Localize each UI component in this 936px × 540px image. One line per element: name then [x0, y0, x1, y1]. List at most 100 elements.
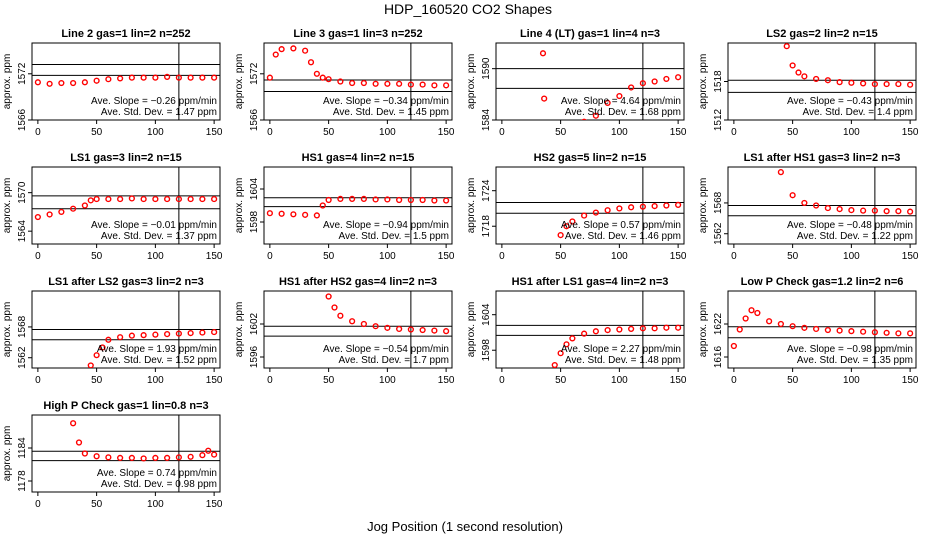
data-point: [783, 43, 790, 50]
chart-panel: High P Check gas=1 lin=0.8 n=3 0 50 100 150 1…: [2, 400, 223, 510]
y-axis-label: approx. ppm: [2, 178, 13, 234]
x-tick-label: 0: [499, 375, 505, 386]
data-point: [777, 169, 784, 176]
data-point: [407, 196, 414, 204]
data-point: [824, 77, 831, 84]
x-tick-label: 50: [787, 127, 799, 138]
data-point: [349, 318, 356, 325]
data-point: [563, 223, 570, 230]
data-point: [349, 195, 356, 203]
data-point: [152, 195, 159, 203]
x-tick-label: 50: [91, 499, 103, 510]
panel-title: LS1 gas=3 lin=2 n=15: [70, 152, 182, 164]
data-point: [407, 81, 414, 88]
data-point: [211, 451, 218, 458]
stddev-annotation: Ave. Std. Dev. = 1.47 ppm: [101, 107, 217, 118]
panel-title: Line 3 gas=1 lin=3 n=252: [293, 28, 422, 40]
y-tick-label: 1184: [17, 437, 28, 459]
data-point: [175, 454, 182, 461]
x-tick-label: 100: [611, 375, 628, 386]
data-point: [431, 197, 438, 204]
figure-title: HDP_160520 CO2 Shapes: [384, 1, 552, 17]
data-series: [783, 43, 914, 88]
data-point: [164, 73, 171, 80]
slope-annotation: Ave. Slope = 2.27 ppm/min: [561, 344, 681, 355]
chart-panel: LS1 gas=3 lin=2 n=15 0 50 100 150 1564 1570 app…: [2, 152, 223, 262]
x-tick-label: 150: [902, 127, 919, 138]
data-point: [443, 197, 450, 204]
x-tick-label: 100: [379, 375, 396, 386]
y-axis-label: approx. ppm: [466, 302, 477, 358]
data-point: [871, 329, 878, 336]
stddev-annotation: Ave. Std. Dev. = 1.22 ppm: [797, 231, 913, 242]
data-point: [199, 452, 206, 459]
slope-annotation: Ave. Slope = −0.34 ppm/min: [323, 96, 449, 107]
data-point: [639, 80, 646, 87]
data-point: [46, 80, 53, 87]
data-point: [87, 197, 94, 204]
data-series: [87, 328, 218, 368]
x-tick-label: 50: [323, 251, 335, 262]
data-series: [539, 50, 682, 120]
data-point: [675, 74, 682, 81]
x-tick-label: 100: [379, 127, 396, 138]
data-point: [81, 450, 88, 457]
data-point: [419, 196, 426, 204]
data-point: [372, 196, 379, 203]
data-point: [175, 74, 182, 81]
panel-title: HS2 gas=5 lin=2 n=15: [534, 152, 647, 164]
data-point: [152, 331, 159, 338]
data-point: [569, 335, 576, 342]
data-point: [551, 361, 558, 368]
stddev-annotation: Ave. Std. Dev. = 1.4 ppm: [802, 107, 913, 118]
y-tick-label: 1568: [17, 315, 28, 338]
data-point: [639, 325, 646, 332]
y-axis-label: approx. ppm: [466, 178, 477, 234]
x-tick-label: 100: [843, 251, 860, 262]
data-point: [337, 78, 344, 85]
x-tick-label: 100: [147, 251, 164, 262]
y-axis-label: approx. ppm: [234, 302, 245, 358]
data-point: [205, 447, 212, 454]
data-point: [848, 79, 855, 86]
data-point: [860, 207, 867, 214]
slope-annotation: Ave. Slope = −0.01 ppm/min: [91, 220, 217, 231]
x-tick-label: 100: [611, 251, 628, 262]
data-point: [81, 202, 88, 209]
data-point: [325, 293, 332, 300]
data-point: [128, 454, 135, 462]
data-point: [569, 218, 576, 225]
chart-panel: Line 2 gas=1 lin=2 n=252 0 50 100 150 1566 157…: [2, 28, 223, 138]
y-tick-label: 1566: [17, 108, 28, 131]
data-point: [105, 336, 112, 343]
data-point: [541, 95, 548, 102]
data-point: [675, 201, 682, 209]
data-point: [419, 326, 426, 334]
data-point: [824, 326, 831, 334]
data-point: [813, 325, 820, 333]
y-tick-label: 1562: [17, 346, 28, 369]
data-point: [81, 79, 88, 86]
data-point: [325, 196, 332, 204]
data-point: [730, 342, 737, 350]
panel-title: LS1 after LS2 gas=3 lin=2 n=3: [48, 276, 204, 288]
x-tick-label: 150: [438, 127, 455, 138]
data-point: [836, 79, 843, 86]
data-point: [187, 453, 194, 460]
x-tick-label: 0: [267, 375, 273, 386]
x-tick-label: 0: [35, 251, 41, 262]
x-tick-label: 150: [438, 375, 455, 386]
data-point: [663, 324, 670, 331]
data-point: [736, 326, 743, 333]
data-point: [175, 195, 182, 203]
y-axis-label: approx. ppm: [2, 302, 13, 358]
plot-frame: [727, 290, 917, 369]
data-point: [883, 208, 890, 215]
y-axis-label: approx. ppm: [2, 426, 13, 482]
data-point: [789, 323, 796, 330]
data-point: [396, 325, 403, 333]
x-tick-label: 100: [147, 499, 164, 510]
data-point: [337, 195, 344, 203]
data-point: [557, 350, 564, 357]
